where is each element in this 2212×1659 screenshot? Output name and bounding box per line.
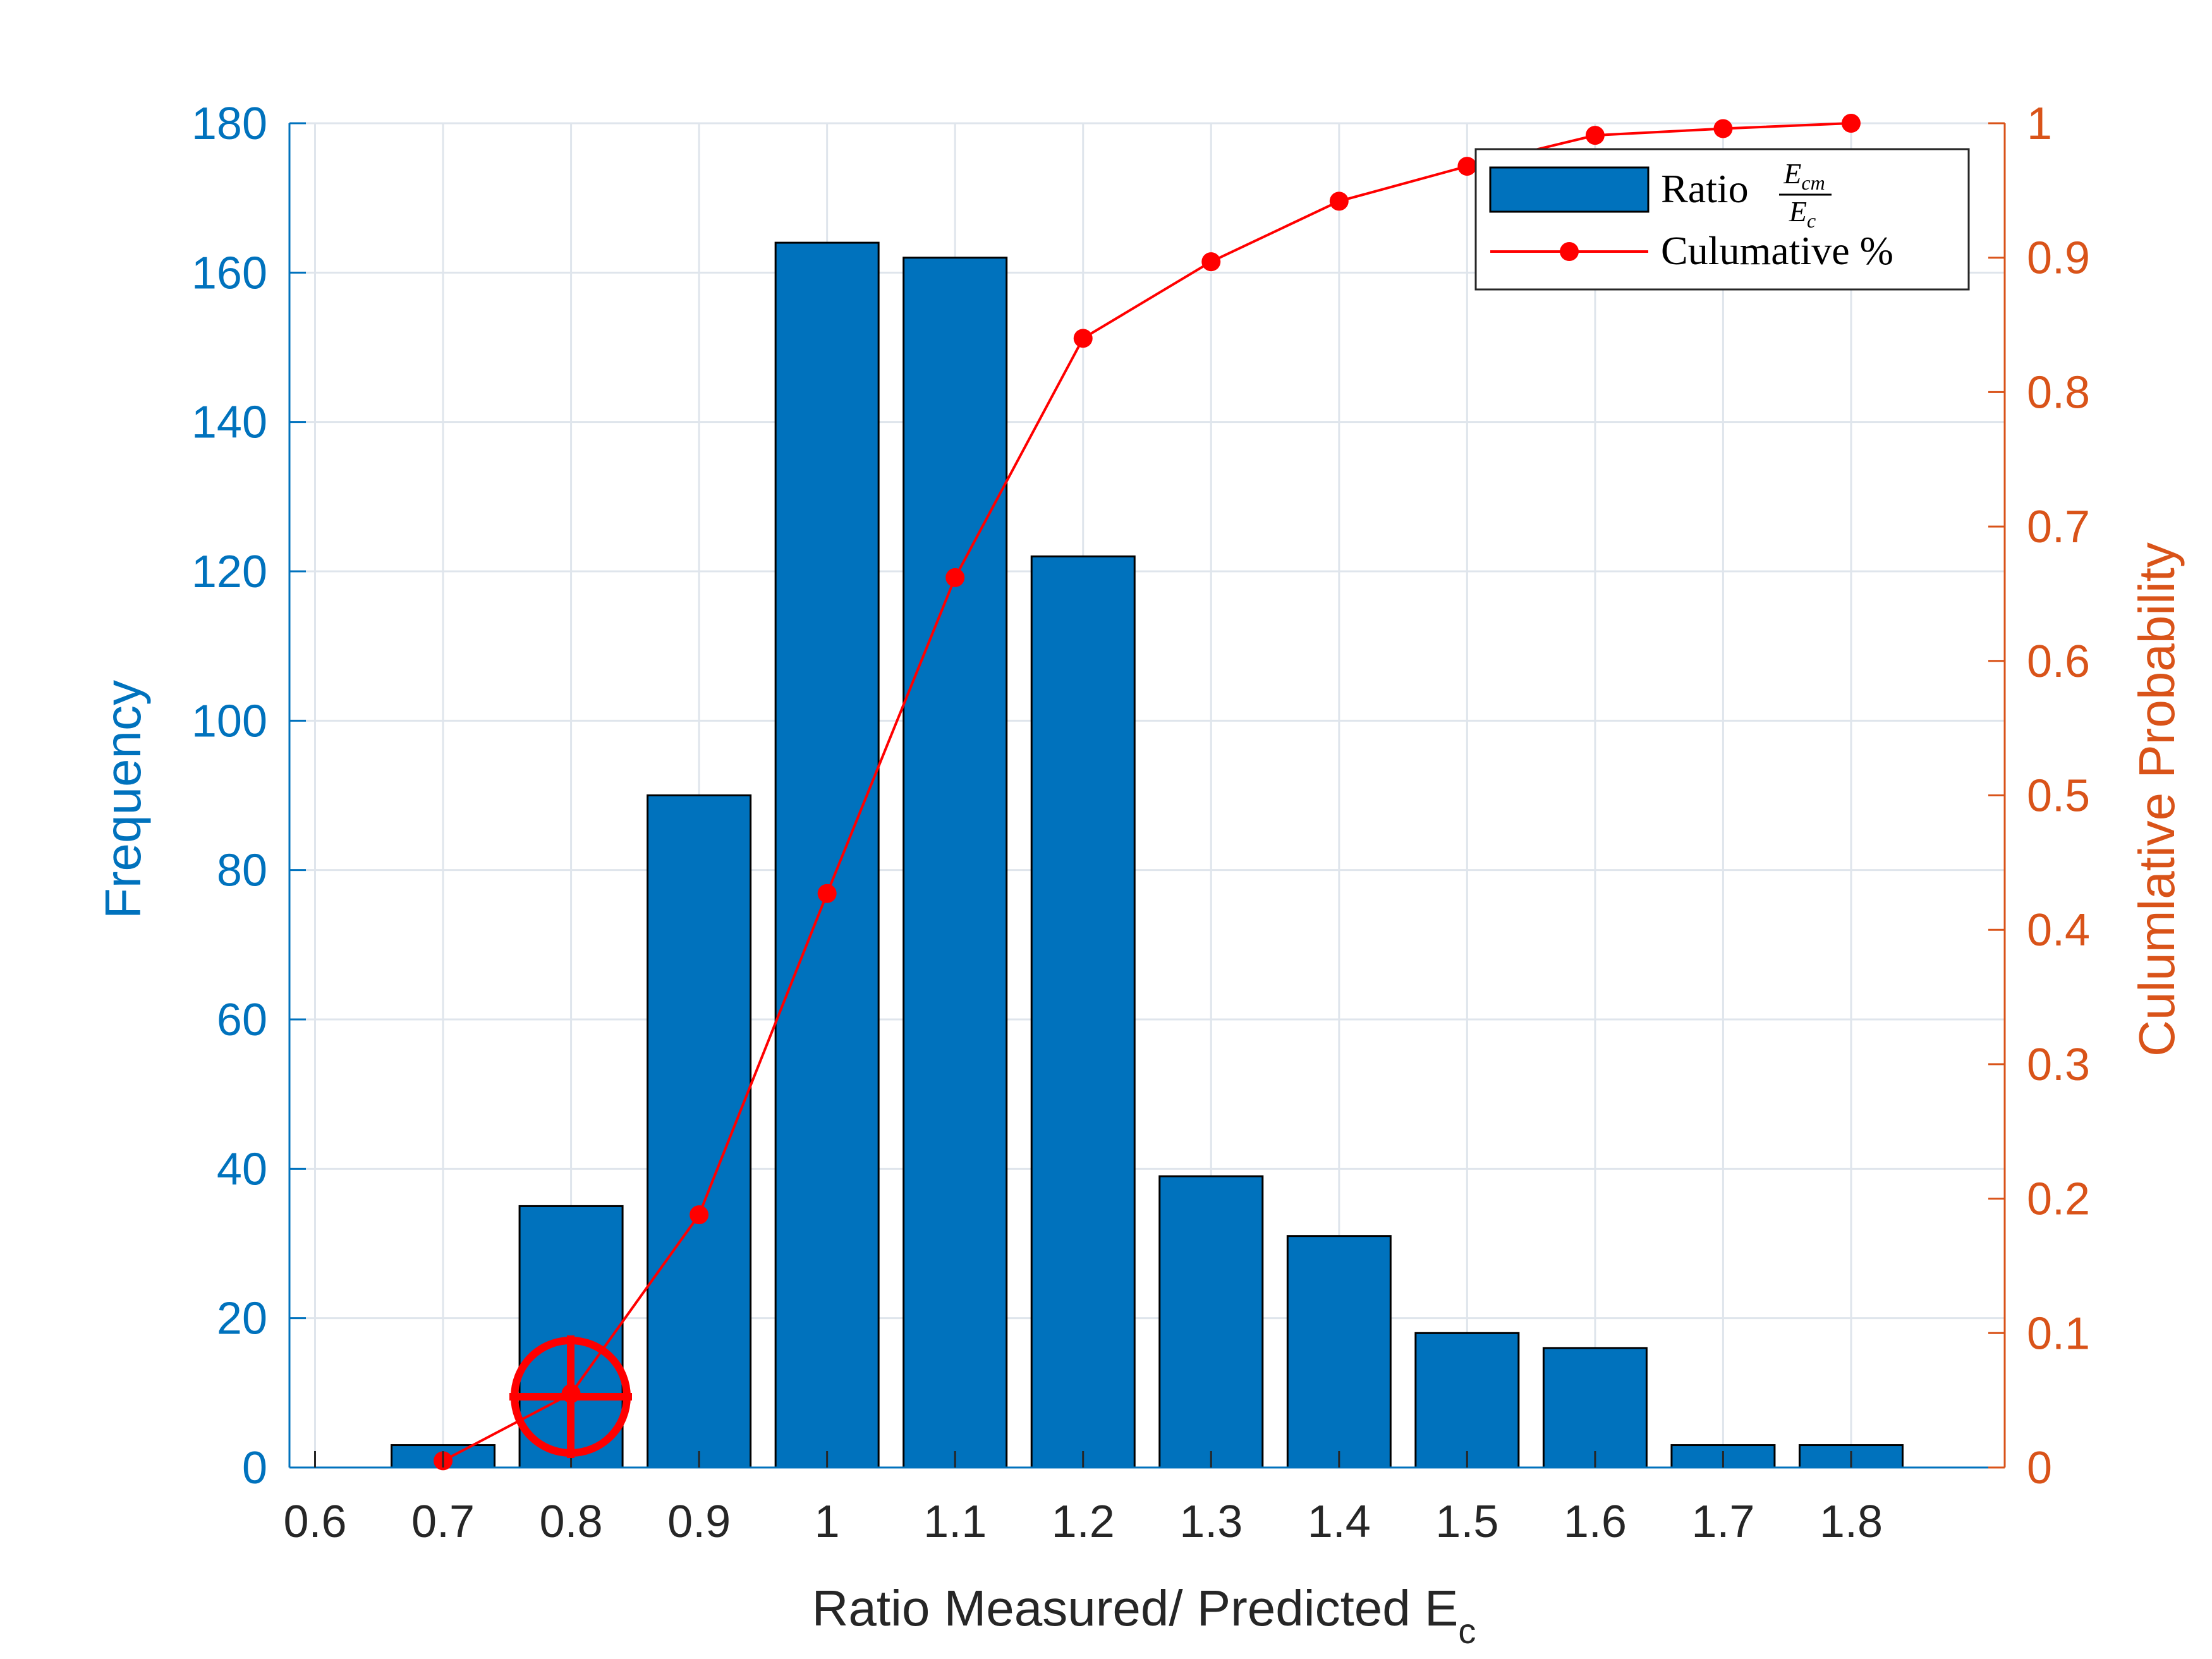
bar-8 [1414,1332,1520,1469]
x-tick-label-10: 1.6 [1564,1497,1627,1547]
y-right-tick-label-2: 0.2 [2027,1174,2090,1225]
cumulative-point-9 [1585,126,1605,145]
y-left-tick-label-8: 160 [191,248,267,298]
x-tick-label-2: 0.8 [540,1497,603,1547]
cumulative-point-8 [1457,157,1477,176]
y-left-tick-label-3: 60 [217,995,267,1045]
bar-6 [1158,1175,1264,1469]
x-tick-label-12: 1.8 [1820,1497,1883,1547]
legend: Ratio Ecm Ec Culumative % [1474,148,1970,291]
y-right-tick-label-3: 0.3 [2027,1040,2090,1090]
y-right-tick-label-6: 0.6 [2027,636,2090,687]
grid [289,122,2005,1469]
legend-line-label: Culumative % [1661,228,1893,273]
cumulative-point-10 [1713,119,1733,138]
bar-9 [1542,1347,1648,1469]
x-tick-label-1: 0.7 [411,1497,475,1547]
bar-7 [1286,1235,1392,1469]
y-right-tick-label-0: 0 [2027,1443,2052,1493]
bar-5 [1030,555,1136,1469]
cumulative-point-2 [690,1205,709,1225]
y-axis-right-title: Culumlative Probability [2129,542,2185,1057]
y-left-tick-label-5: 100 [191,696,267,746]
y-left-tick-label-9: 180 [191,99,267,149]
y-axis-left-title: Frequency [95,680,151,919]
legend-frac-denominator: Ec [1789,195,1816,232]
x-axis-title-subscript: c [1458,1611,1476,1651]
cumulative-point-7 [1329,191,1349,211]
ticks: 0.6 0.7 0.8 0.9 1 1.1 1.2 1.3 1.4 1.5 1.6 1.7 1.8 0 20… [191,99,2090,1547]
legend-frac-numerator: Ecm [1783,157,1825,194]
x-tick-label-0: 0.6 [283,1497,346,1547]
x-axis-title: Ratio Measured/ Predicted Ec [812,1580,1476,1651]
crosshair-marker-icon [509,1335,632,1458]
cumulative-point-6 [1201,252,1221,272]
x-axis-title-main: Ratio Measured/ Predicted E [812,1580,1459,1636]
x-tick-label-8: 1.4 [1308,1497,1371,1547]
y-left-tick-label-7: 140 [191,398,267,448]
x-tick-label-7: 1.3 [1179,1497,1243,1547]
x-tick-label-6: 1.2 [1052,1497,1115,1547]
bar-3 [774,241,880,1469]
cumulative-point-5 [1073,329,1093,348]
x-tick-label-9: 1.5 [1435,1497,1498,1547]
y-right-tick-label-10: 1 [2027,99,2052,149]
y-right-tick-label-5: 0.5 [2027,771,2090,822]
legend-line-marker [1560,242,1579,261]
cumulative-point-4 [945,568,965,587]
x-tick-label-3: 0.9 [667,1497,731,1547]
bars [391,241,1904,1469]
x-tick-label-11: 1.7 [1691,1497,1754,1547]
x-tick-label-4: 1 [815,1497,840,1547]
x-tick-label-5: 1.1 [923,1497,987,1547]
y-right-tick-label-4: 0.4 [2027,905,2090,956]
legend-bar-label: Ratio [1661,166,1749,211]
y-left-tick-label-2: 40 [217,1144,267,1194]
cumulative-point-11 [1841,114,1861,133]
y-right-tick-label-8: 0.8 [2027,367,2090,418]
y-right-tick-label-1: 0.1 [2027,1308,2090,1359]
cumulative-line [434,114,1861,1471]
y-right-tick-label-9: 0.9 [2027,233,2090,284]
y-left-tick-label-1: 20 [217,1294,267,1344]
cumulative-point-3 [817,884,837,903]
y-left-tick-label-4: 80 [217,846,267,896]
y-left-tick-label-6: 120 [191,547,267,597]
y-right-tick-label-7: 0.7 [2027,502,2090,552]
y-left-tick-label-0: 0 [242,1443,267,1493]
bar-4 [902,257,1008,1469]
bar-2 [647,794,752,1469]
legend-bar-swatch [1489,166,1650,213]
cumulative-polyline [442,122,1852,1462]
